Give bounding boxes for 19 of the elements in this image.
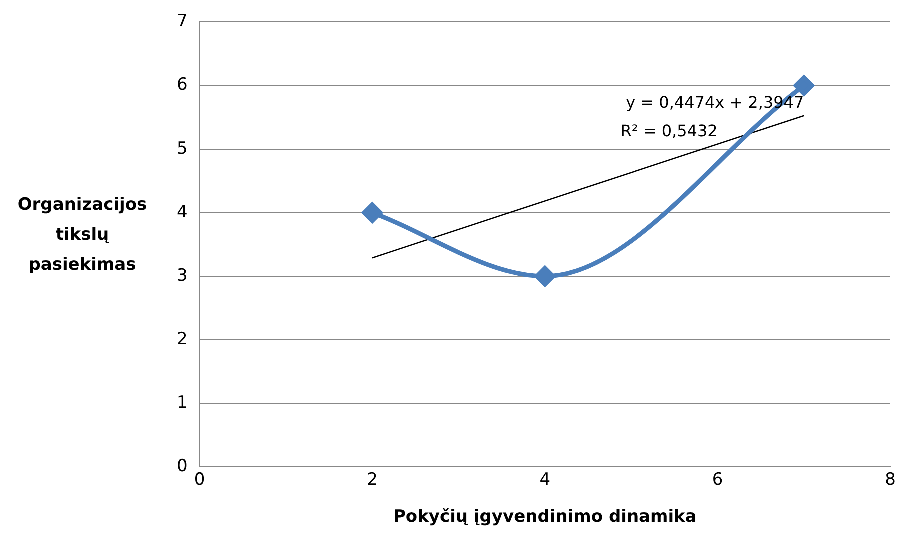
- y-tick-label: 6: [176, 75, 188, 96]
- y-tick-label: 4: [176, 202, 188, 222]
- x-tick-label: 2: [367, 470, 378, 490]
- x-tick-label: 8: [885, 470, 896, 490]
- y-axis-title: Organizacijos tikslų pasiekimas: [16, 194, 148, 277]
- y-tick-label: 3: [176, 266, 188, 286]
- y-tick-label: 1: [176, 393, 188, 414]
- point: [794, 76, 814, 96]
- point: [362, 202, 383, 224]
- x-tick-label: 4: [540, 470, 551, 490]
- point: [534, 266, 556, 287]
- annotation: R² = 0,5432: [620, 121, 718, 140]
- y-tick-label: 0: [176, 456, 188, 477]
- y-tick-label: 5: [176, 138, 188, 159]
- x-tick-label: 6: [712, 470, 724, 490]
- x-tick-label: 0: [194, 470, 206, 490]
- y-tick-label: 2: [176, 329, 188, 350]
- x-axis-title: Pokyčių įgyvendinimo dinamika: [393, 507, 697, 528]
- y-tick-label: 7: [176, 12, 188, 32]
